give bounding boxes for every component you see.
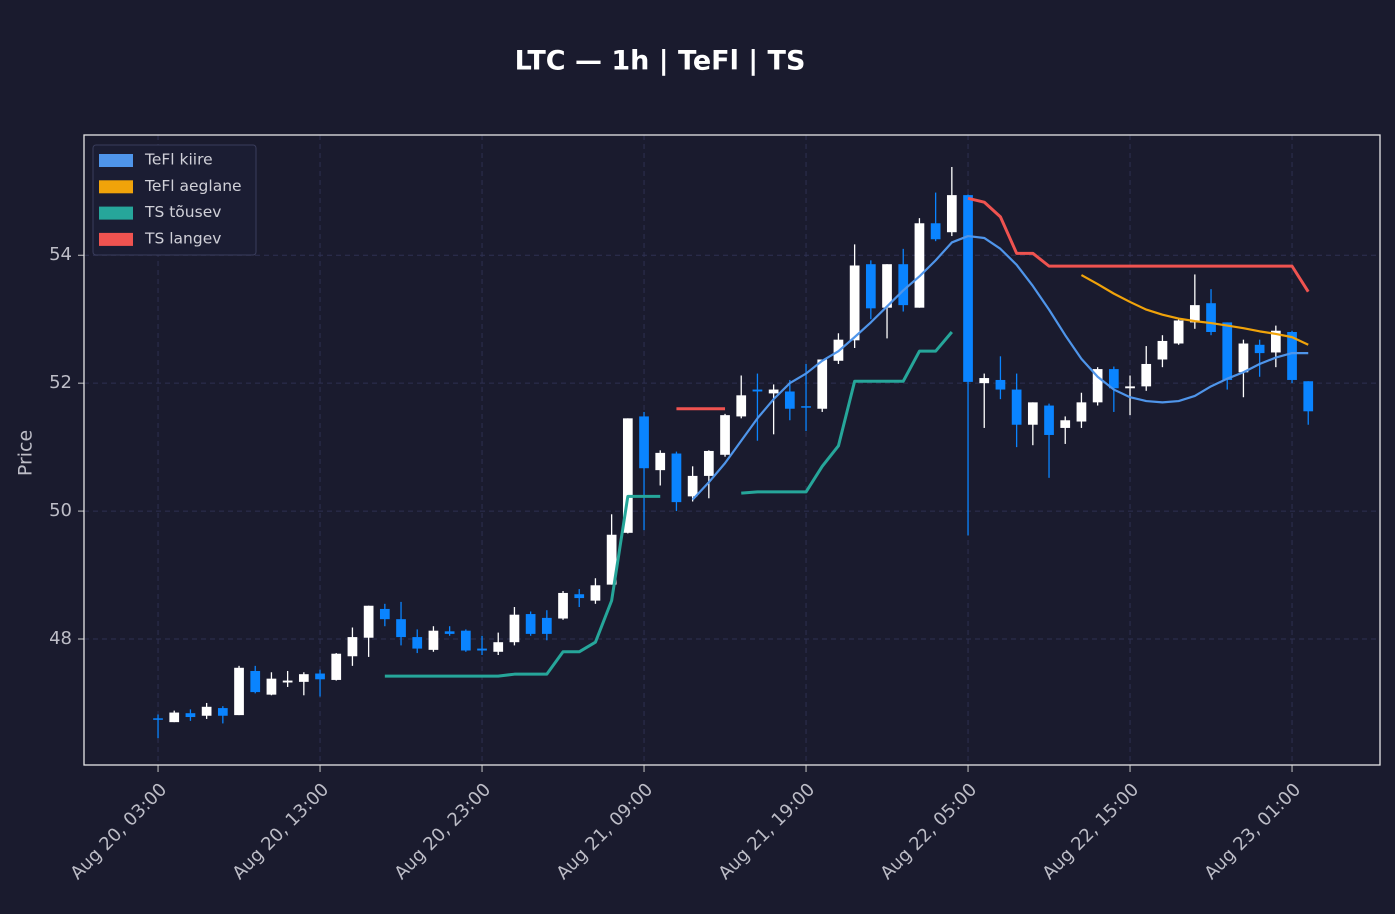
legend-label: TS tõusev <box>144 203 221 221</box>
candle-body <box>574 594 585 599</box>
candle-body <box>185 713 196 718</box>
candle-body <box>671 453 682 503</box>
indicator-line <box>676 196 1310 411</box>
candle-body <box>1254 344 1265 354</box>
candle-body <box>768 389 779 394</box>
candle-body <box>1092 369 1103 403</box>
candle-body <box>1044 405 1054 435</box>
candle-body <box>1157 340 1168 360</box>
candle-body <box>720 415 730 455</box>
candle-body <box>541 617 552 634</box>
candle-body <box>703 450 714 476</box>
candle-body <box>979 378 990 384</box>
candle-body <box>444 631 455 634</box>
candle-body <box>752 389 763 392</box>
candle-body <box>1287 331 1297 380</box>
candle-body <box>1060 420 1071 428</box>
chart-title: LTC — 1h | TeFl | TS <box>515 46 806 77</box>
candle-body <box>201 706 212 716</box>
y-tick-label: 48 <box>49 628 72 649</box>
candle-body <box>963 195 973 382</box>
candle-body <box>428 630 439 650</box>
candle-body <box>898 264 909 306</box>
candle-body <box>169 712 180 723</box>
candle-body <box>282 680 293 683</box>
candle-body <box>525 614 536 634</box>
legend-box <box>92 144 257 256</box>
candle-body <box>1238 343 1249 373</box>
candle-body <box>590 585 601 601</box>
candle-body <box>687 475 698 497</box>
candle-body <box>558 592 568 619</box>
candle-body <box>817 359 828 409</box>
candle-body <box>347 637 358 657</box>
legend-label: TS langev <box>144 229 221 247</box>
candle-body <box>1108 369 1119 389</box>
candle-body <box>1027 402 1038 425</box>
y-axis-label: Price <box>15 430 37 476</box>
legend-swatch <box>99 180 133 194</box>
indicator-line <box>1080 274 1309 346</box>
candle-body <box>930 223 941 240</box>
candle-body <box>331 653 342 680</box>
candle-body <box>493 642 504 652</box>
candle-body <box>882 264 892 308</box>
legend-swatch <box>99 206 133 220</box>
candle-body <box>412 637 423 649</box>
candle-body <box>1189 305 1200 323</box>
candle-body <box>363 605 374 638</box>
candle-body <box>784 391 795 409</box>
candle-body <box>379 608 390 620</box>
candle-body <box>250 670 261 693</box>
candle-body <box>477 648 487 651</box>
y-tick-label: 52 <box>49 372 72 393</box>
candle-body <box>1011 389 1022 425</box>
candle-body <box>396 619 406 638</box>
indicator-line <box>384 331 953 678</box>
y-tick-label: 50 <box>49 500 72 521</box>
legend-label: TeFl aeglane <box>144 177 242 195</box>
candle-body <box>801 406 811 408</box>
candle-body <box>1303 381 1314 412</box>
indicator-line <box>691 234 1309 501</box>
candle-body <box>655 452 666 471</box>
candle-body <box>1125 386 1135 389</box>
candle-body <box>460 630 471 651</box>
y-tick-label: 54 <box>49 244 72 265</box>
candle-body <box>946 195 957 233</box>
candle-body <box>217 708 228 716</box>
candle-body <box>1270 330 1281 353</box>
candle-body <box>849 265 860 341</box>
legend-label: TeFl kiire <box>144 151 213 169</box>
legend-swatch <box>99 232 133 246</box>
candle-body <box>266 678 277 695</box>
candle-body <box>1222 322 1233 380</box>
candle-body <box>315 673 325 680</box>
candle-body <box>865 264 876 309</box>
candle-body <box>234 667 244 716</box>
candle-body <box>1141 363 1152 387</box>
candle-body <box>153 718 163 720</box>
candle-body <box>639 416 649 469</box>
candle-body <box>606 534 617 585</box>
candle-body <box>914 223 925 308</box>
candle-body <box>736 395 747 417</box>
candle-body <box>509 614 520 643</box>
candle-body <box>1076 402 1087 422</box>
candle-body <box>1173 320 1184 344</box>
plot-frame <box>83 134 1381 766</box>
candle-body <box>1206 303 1216 332</box>
legend-swatch <box>99 154 133 167</box>
candle-body <box>995 379 1006 390</box>
candle-body <box>622 418 633 533</box>
candle-body <box>298 674 309 682</box>
